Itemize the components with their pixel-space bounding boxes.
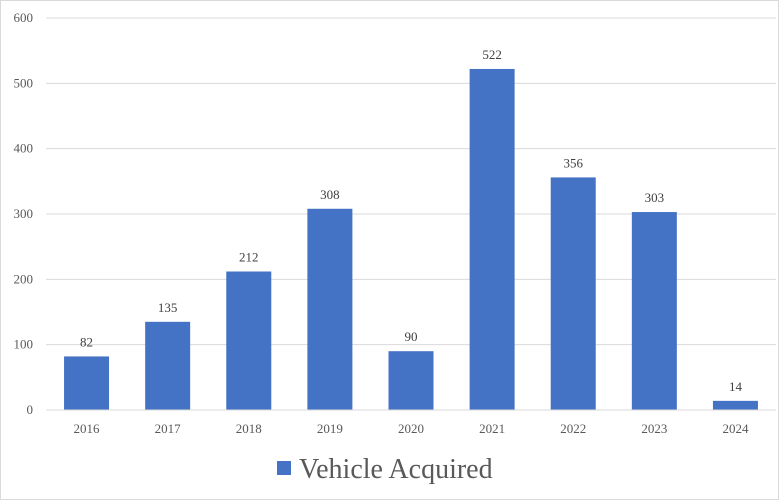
bar-2020: [388, 351, 434, 410]
legend-label: Vehicle Acquired: [299, 454, 493, 485]
data-labels: 82 135 212 308 90 522 356 303 14: [80, 47, 742, 394]
y-tick-label: 300: [14, 206, 34, 221]
y-tick-label: 600: [14, 10, 34, 25]
data-label-2016: 82: [80, 334, 93, 349]
bar-2019: [307, 208, 353, 410]
x-axis-ticks: 2016 2017 2018 2019 2020 2021 2022 2023 2024: [74, 421, 749, 436]
bar-2024: [712, 400, 758, 410]
x-tick-label-2024: 2024: [722, 421, 749, 436]
bar-2022: [550, 177, 596, 410]
data-label-2020: 90: [405, 329, 418, 344]
x-tick-label-2022: 2022: [560, 421, 586, 436]
y-tick-label: 500: [14, 75, 34, 90]
bar-2018: [226, 271, 272, 410]
data-label-2018: 212: [239, 249, 259, 264]
bar-2017: [145, 321, 191, 410]
data-label-2023: 303: [645, 190, 665, 205]
data-label-2021: 522: [482, 47, 502, 62]
data-label-2019: 308: [320, 187, 340, 202]
x-tick-label-2021: 2021: [479, 421, 505, 436]
x-tick-label-2023: 2023: [641, 421, 667, 436]
data-label-2024: 14: [729, 379, 743, 394]
legend[interactable]: Vehicle Acquired: [277, 454, 493, 485]
y-axis-ticks: 0 100 200 300 400 500 600: [14, 10, 34, 417]
x-tick-label-2018: 2018: [236, 421, 262, 436]
x-tick-label-2019: 2019: [317, 421, 343, 436]
data-label-2022: 356: [563, 155, 583, 170]
x-tick-label-2017: 2017: [155, 421, 182, 436]
legend-swatch: [277, 461, 291, 475]
y-tick-label: 100: [14, 337, 34, 352]
data-label-2017: 135: [158, 300, 178, 315]
bar-2021: [469, 68, 515, 411]
x-tick-label-2020: 2020: [398, 421, 424, 436]
y-tick-label: 400: [14, 141, 34, 156]
bar-2023: [631, 212, 677, 410]
y-tick-label: 200: [14, 271, 34, 286]
bars: [64, 68, 758, 411]
y-tick-label: 0: [27, 402, 34, 417]
bar-2016: [64, 356, 110, 410]
x-tick-label-2016: 2016: [74, 421, 101, 436]
